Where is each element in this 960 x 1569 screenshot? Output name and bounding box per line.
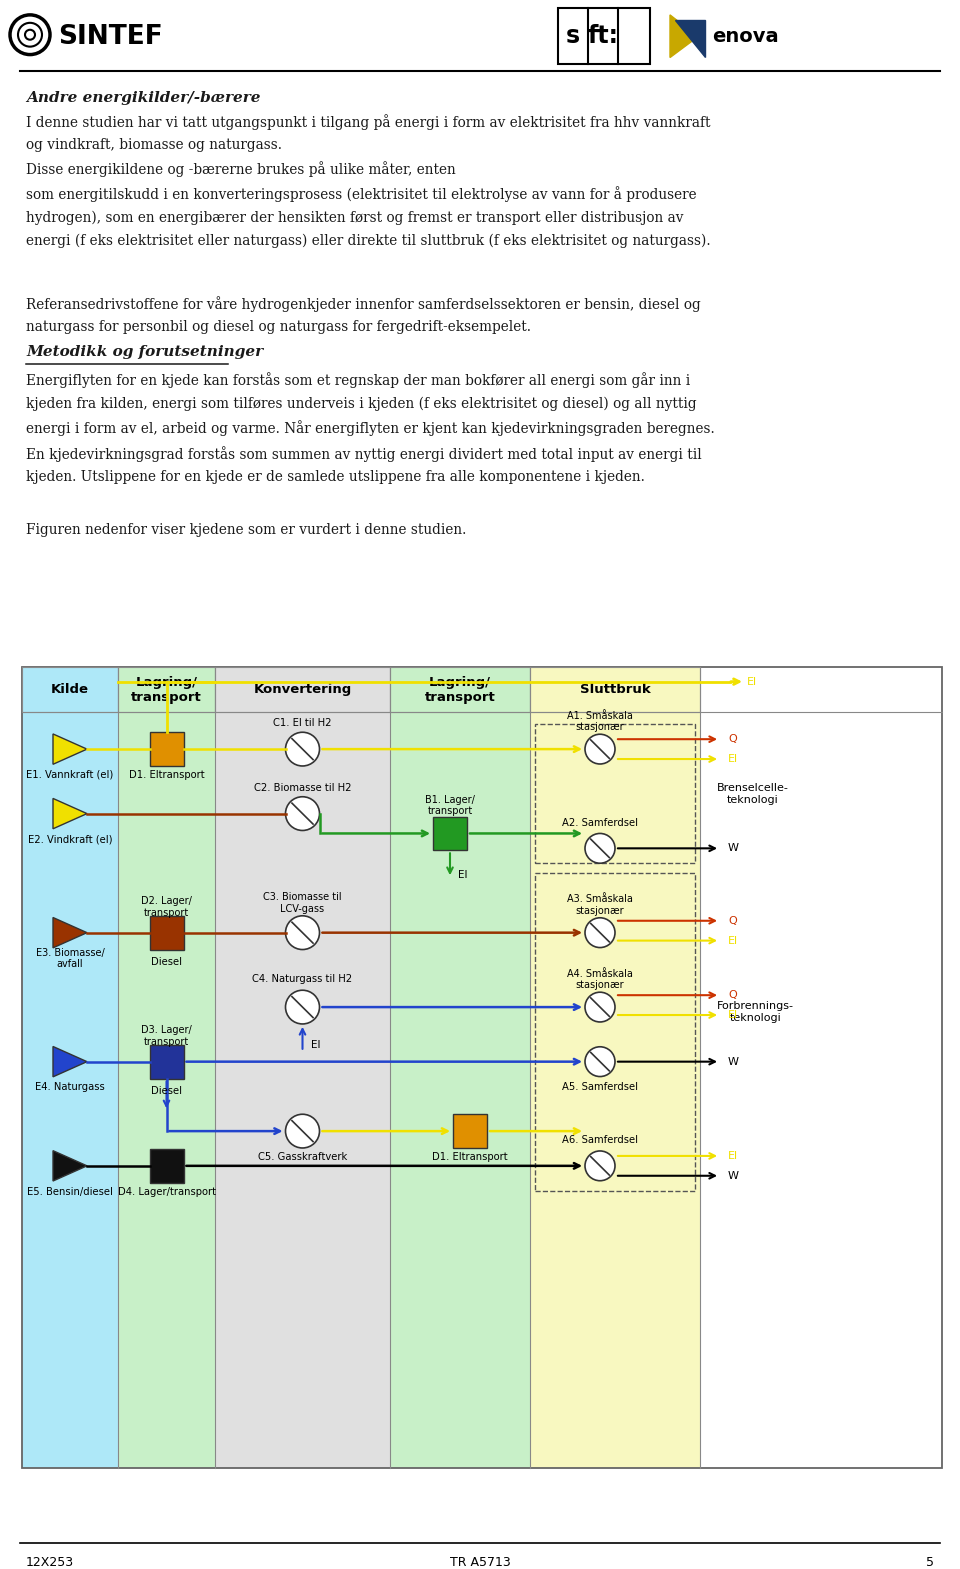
Circle shape [585,992,615,1021]
Text: Brenselcelle-
teknologi: Brenselcelle- teknologi [717,783,789,805]
Text: C2. Biomasse til H2: C2. Biomasse til H2 [253,783,351,792]
Circle shape [585,1047,615,1076]
Text: I denne studien har vi tatt utgangspunkt i tilgang på energi i form av elektrisi: I denne studien har vi tatt utgangspunkt… [26,115,710,152]
Text: E3. Biomasse/
avfall: E3. Biomasse/ avfall [36,948,105,970]
Text: A4. Småskala
stasjonær: A4. Småskala stasjonær [567,968,633,990]
Text: Lagring/
transport: Lagring/ transport [424,676,495,703]
Polygon shape [670,14,698,58]
Text: Q: Q [728,734,736,744]
Circle shape [285,990,320,1025]
Text: El: El [458,871,468,880]
Text: ft:: ft: [588,24,618,47]
Polygon shape [675,20,705,56]
Circle shape [285,916,320,949]
Circle shape [585,1152,615,1181]
Text: Q: Q [728,990,736,999]
Bar [215,667,390,712]
Bar [22,667,118,1469]
Text: D3. Lager/
transport: D3. Lager/ transport [141,1025,192,1047]
Bar [150,916,183,949]
Text: D1. Eltransport: D1. Eltransport [432,1152,508,1163]
Text: W: W [728,1170,739,1181]
Text: Figuren nedenfor viser kjedene som er vurdert i denne studien.: Figuren nedenfor viser kjedene som er vu… [26,522,467,537]
Circle shape [585,833,615,863]
Circle shape [585,734,615,764]
Text: enova: enova [712,27,779,46]
Text: E4. Naturgass: E4. Naturgass [36,1083,105,1092]
Text: Energiflyten for en kjede kan forstås som et regnskap der man bokfører all energ: Energiflyten for en kjede kan forstås so… [26,372,715,485]
Text: Konvertering: Konvertering [253,683,351,697]
Bar [390,667,530,1469]
Text: E1. Vannkraft (el): E1. Vannkraft (el) [26,770,113,780]
Polygon shape [53,799,87,828]
Text: Disse energikildene og -bærerne brukes på ulike måter, enten
som energitilskudd : Disse energikildene og -bærerne brukes p… [26,160,710,248]
Bar [535,725,695,863]
Text: SINTEF: SINTEF [58,24,163,50]
Bar [150,1045,183,1078]
Text: El: El [747,676,757,687]
Polygon shape [53,1150,87,1181]
Text: Lagring/
transport: Lagring/ transport [132,676,202,703]
Text: Forbrennings-
teknologi: Forbrennings- teknologi [717,1001,794,1023]
Text: Q: Q [728,916,736,926]
Circle shape [285,797,320,830]
Text: 12X253: 12X253 [26,1556,74,1569]
Bar [453,1114,487,1149]
Text: El: El [728,1010,738,1020]
Bar [390,667,530,712]
Text: El: El [310,1040,320,1050]
Text: W: W [728,1056,739,1067]
Text: El: El [728,1152,738,1161]
Text: s: s [566,24,580,47]
Text: A1. Småskala
stasjonær: A1. Småskala stasjonær [567,711,633,733]
Bar [530,667,700,712]
Polygon shape [53,734,87,764]
Bar [215,667,390,1469]
Text: D2. Lager/
transport: D2. Lager/ transport [141,896,192,918]
Circle shape [285,733,320,766]
Text: Kilde: Kilde [51,683,89,697]
Bar [150,733,183,766]
Text: Diesel: Diesel [151,957,182,968]
Text: C1. El til H2: C1. El til H2 [274,719,332,728]
Text: Referansedrivstoffene for våre hydrogenkjeder innenfor samferdselssektoren er be: Referansedrivstoffene for våre hydrogenk… [26,295,701,334]
Bar [530,667,700,1469]
Text: Andre energikilder/-bærere: Andre energikilder/-bærere [26,91,260,105]
Text: C5. Gasskraftverk: C5. Gasskraftverk [258,1152,348,1163]
Bar [150,1149,183,1183]
Bar [22,667,118,712]
Bar [535,872,695,1191]
Text: W: W [728,843,739,854]
Text: C3. Biomasse til
LCV-gass: C3. Biomasse til LCV-gass [263,893,342,913]
Text: El: El [728,755,738,764]
Text: E5. Bensin/diesel: E5. Bensin/diesel [27,1186,113,1197]
Bar [22,667,942,1469]
Text: Diesel: Diesel [151,1086,182,1097]
Text: TR A5713: TR A5713 [449,1556,511,1569]
Text: 5: 5 [926,1556,934,1569]
Bar [118,667,215,712]
Text: E2. Vindkraft (el): E2. Vindkraft (el) [28,835,112,844]
Text: B1. Lager/
transport: B1. Lager/ transport [425,795,475,816]
Circle shape [285,1114,320,1149]
Text: D1. Eltransport: D1. Eltransport [129,770,204,780]
Text: A3. Småskala
stasjonær: A3. Småskala stasjonær [567,894,633,916]
Text: A6. Samferdsel: A6. Samferdsel [562,1134,638,1145]
Circle shape [585,918,615,948]
Text: Metodikk og forutsetninger: Metodikk og forutsetninger [26,345,263,359]
Text: A5. Samferdsel: A5. Samferdsel [562,1083,638,1092]
Polygon shape [53,918,87,948]
Bar [558,8,650,64]
Text: El: El [728,935,738,946]
Polygon shape [53,1047,87,1076]
Bar [118,667,215,1469]
Text: A2. Samferdsel: A2. Samferdsel [562,817,638,827]
Text: C4. Naturgass til H2: C4. Naturgass til H2 [252,974,352,984]
Text: Sluttbruk: Sluttbruk [580,683,650,697]
Bar [433,816,467,850]
Text: D4. Lager/transport: D4. Lager/transport [117,1186,215,1197]
